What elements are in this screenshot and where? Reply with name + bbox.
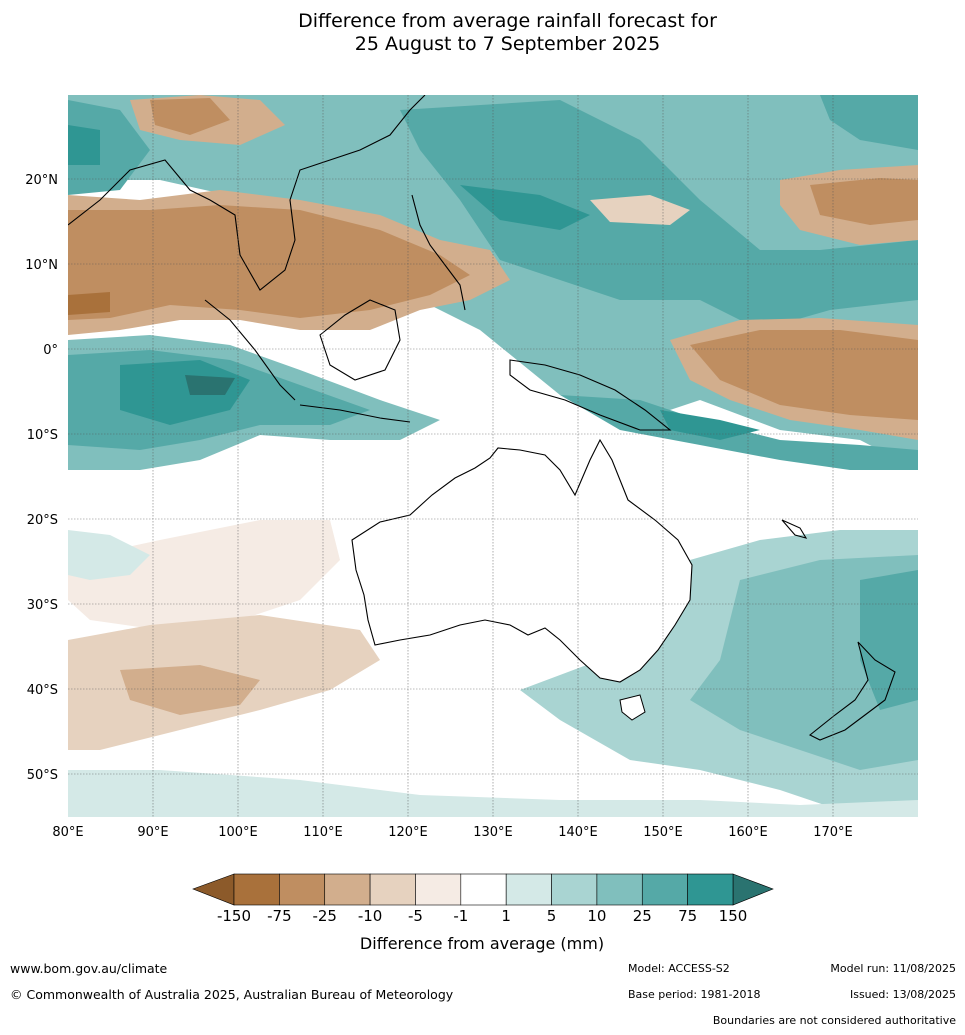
colorbar-bin [279,873,326,906]
wet-max-equatorial-indian [185,375,235,395]
lon-label: 140°E [558,825,598,840]
colorbar-tick-label: 10 [587,907,606,925]
colorbar-bin [687,873,734,906]
colorbar-bin [460,873,507,906]
base-period: Base period: 1981-2018 [628,988,761,1001]
lon-label: 160°E [728,825,768,840]
colorbar-tick-label: -75 [267,907,292,925]
map-title: Difference from average rainfall forecas… [0,10,965,56]
colorbar-bin [551,873,598,906]
colorbar-bin [233,873,280,906]
wet-core-equatorial-indian [120,360,250,425]
colorbar-bin [415,873,462,906]
dry-core-southern-ocean [120,665,260,715]
lon-label: 90°E [137,825,168,840]
wet-core-pacific [460,185,590,230]
dry-region-south-indian-ocean [68,520,340,630]
dry-patch-north-pacific [590,195,690,225]
colorbar-extend-high [732,873,774,906]
colorbar-bin [641,873,688,906]
colorbar-tick-label: 150 [719,907,748,925]
website-link[interactable]: www.bom.gov.au/climate [10,961,168,976]
colorbar-tick-label: -1 [453,907,468,925]
lat-label: 20°N [25,173,58,188]
colorbar-tick-label: 75 [678,907,697,925]
lat-label: 40°S [27,683,58,698]
colorbar-bin [596,873,643,906]
lon-label: 110°E [303,825,343,840]
colorbar-tick-label: -25 [312,907,337,925]
colorbar: -150 -75 -25 -10 -5 -1 1 5 10 25 75 150 Difference … [192,873,774,953]
colorbar-bin [505,873,552,906]
australia-landmass [351,438,693,683]
lat-label: 0° [43,343,58,358]
wet-core-bay-of-bengal [68,125,100,165]
wet-region-far-north-east [820,95,918,150]
lat-label: 30°S [27,598,58,613]
new-caledonia-coastline [781,519,808,539]
philippines-coastline [411,194,466,311]
issued-date: Issued: 13/08/2025 [849,988,956,1001]
lon-label: 100°E [218,825,258,840]
graticule [68,95,918,817]
dry-core-himalaya [150,98,230,135]
boundaries-disclaimer: Boundaries are not considered authoritat… [712,1014,956,1027]
colorbar-tick-label: -5 [408,907,423,925]
model-run-date: Model run: 11/08/2025 [830,962,956,975]
asia-coastline [68,95,426,291]
colorbar-tick-label: -10 [358,907,383,925]
dry-core-indian-ocean [68,205,470,320]
colorbar-tick-label: 1 [501,907,511,925]
wet-region-south-west-indian [68,530,150,580]
tasmania [619,694,646,721]
lon-label: 130°E [473,825,513,840]
lon-label: 80°E [52,825,83,840]
dry-core-equatorial-pacific [690,330,918,420]
colorbar-extend-low [192,873,235,906]
colorbar-bin [369,873,416,906]
lat-label: 50°S [27,768,58,783]
lon-label: 170°E [813,825,853,840]
wet-region-southern-ocean [68,770,918,817]
sumatra-coastline [204,299,296,401]
colorbar-tick-label: 25 [633,907,652,925]
title-line-1: Difference from average rainfall forecas… [298,10,717,32]
lat-label: 10°N [25,258,58,273]
new-zealand-coastline [808,641,896,741]
colorbar-tick-label: 5 [547,907,557,925]
latitude-labels: 20°N 10°N 0° 10°S 20°S 30°S 40°S 50°S [25,173,58,783]
colorbar-bin [324,873,371,906]
lon-label: 150°E [643,825,683,840]
lat-label: 10°S [27,428,58,443]
rainfall-anomaly-field [68,95,918,817]
lon-label: 120°E [388,825,428,840]
new-guinea-coastline [509,359,672,431]
wet-strong-tasman-sea [860,570,918,710]
wet-core-western-pacific [660,410,760,440]
colorbar-title: Difference from average (mm) [360,934,604,953]
dry-core-north-pacific-east [810,178,918,225]
borneo-coastline [319,299,401,381]
java-coastline [299,404,411,423]
dry-strong-indian-ocean [68,292,110,315]
lat-label: 20°S [27,513,58,528]
title-line-2: 25 August to 7 September 2025 [354,33,661,55]
longitude-labels: 80°E 90°E 100°E 110°E 120°E 130°E 140°E … [52,825,852,840]
copyright-notice: © Commonwealth of Australia 2025, Austra… [10,987,454,1002]
model-name: Model: ACCESS-S2 [628,962,730,975]
colorbar-tick-label: -150 [217,907,251,925]
